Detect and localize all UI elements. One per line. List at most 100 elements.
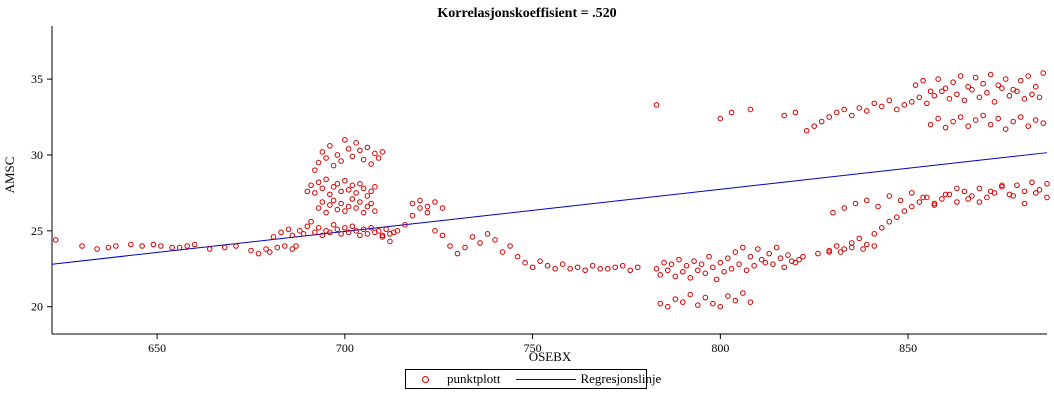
data-point bbox=[777, 255, 784, 261]
data-point bbox=[833, 243, 840, 249]
data-point bbox=[334, 206, 341, 213]
y-tick-label: 30 bbox=[31, 148, 43, 162]
data-point bbox=[878, 103, 885, 110]
data-point bbox=[886, 218, 893, 225]
data-point bbox=[683, 262, 690, 269]
data-point bbox=[841, 246, 848, 252]
data-point bbox=[184, 243, 190, 249]
data-point bbox=[841, 205, 848, 211]
data-point bbox=[319, 199, 326, 205]
data-point bbox=[342, 208, 348, 214]
data-point bbox=[924, 100, 930, 107]
legend-label-line: Regresjonslinje bbox=[580, 371, 662, 386]
data-point bbox=[942, 124, 949, 131]
data-point bbox=[342, 224, 348, 231]
data-point bbox=[924, 194, 930, 201]
data-point bbox=[589, 262, 596, 269]
data-point bbox=[1025, 73, 1032, 79]
data-point bbox=[274, 244, 281, 251]
data-point bbox=[312, 167, 318, 173]
data-point bbox=[672, 273, 679, 280]
data-point bbox=[507, 243, 513, 249]
data-point bbox=[567, 265, 573, 272]
data-point bbox=[1017, 77, 1024, 84]
data-point bbox=[330, 197, 337, 204]
data-point bbox=[792, 259, 799, 266]
data-point bbox=[364, 203, 371, 210]
data-point bbox=[349, 223, 356, 230]
data-point bbox=[315, 205, 322, 211]
data-point bbox=[1032, 83, 1039, 90]
data-point bbox=[330, 162, 337, 169]
data-point bbox=[800, 253, 806, 260]
data-point bbox=[1029, 179, 1035, 186]
data-point bbox=[653, 102, 660, 108]
data-point bbox=[815, 250, 821, 257]
data-point bbox=[424, 203, 431, 210]
data-point bbox=[965, 196, 971, 202]
data-point bbox=[79, 243, 85, 249]
data-point bbox=[717, 259, 724, 266]
data-point bbox=[732, 297, 739, 304]
data-point bbox=[980, 112, 986, 119]
data-point bbox=[1010, 193, 1017, 199]
data-point bbox=[158, 243, 164, 249]
data-point bbox=[522, 259, 528, 266]
data-point bbox=[679, 299, 686, 305]
regression-line-group bbox=[51, 152, 1048, 265]
legend-marker-icon bbox=[422, 375, 429, 383]
data-point bbox=[345, 203, 352, 210]
data-point bbox=[972, 74, 979, 81]
data-point bbox=[927, 88, 934, 95]
data-point bbox=[878, 224, 885, 231]
data-point bbox=[856, 235, 863, 242]
data-point bbox=[1036, 94, 1043, 101]
data-point bbox=[387, 238, 393, 245]
y-tick-label: 35 bbox=[31, 72, 43, 86]
data-point bbox=[323, 176, 329, 183]
data-point bbox=[574, 264, 581, 271]
data-point bbox=[338, 158, 344, 164]
data-point bbox=[931, 202, 938, 208]
data-point bbox=[848, 112, 855, 119]
data-point bbox=[698, 261, 705, 268]
data-point bbox=[657, 272, 664, 278]
data-point bbox=[357, 199, 363, 205]
data-point bbox=[338, 200, 344, 207]
legend-line-icon bbox=[516, 378, 577, 380]
data-point bbox=[357, 232, 363, 239]
data-point bbox=[368, 200, 374, 207]
data-point bbox=[743, 267, 750, 274]
x-tick-label: 700 bbox=[336, 341, 354, 355]
data-point bbox=[969, 193, 975, 199]
data-point bbox=[281, 243, 288, 249]
data-point bbox=[976, 199, 983, 205]
data-point bbox=[315, 159, 322, 166]
data-point bbox=[976, 185, 983, 192]
data-point bbox=[954, 185, 960, 192]
data-point bbox=[863, 108, 870, 114]
data-point bbox=[334, 152, 341, 158]
data-point bbox=[740, 244, 746, 251]
data-point bbox=[987, 71, 994, 78]
data-point bbox=[871, 243, 878, 249]
data-point bbox=[901, 102, 908, 108]
data-point bbox=[894, 106, 900, 113]
data-point bbox=[826, 247, 833, 254]
data-point bbox=[191, 241, 198, 248]
data-point bbox=[687, 275, 694, 281]
data-point bbox=[664, 267, 671, 274]
data-point bbox=[942, 191, 949, 198]
data-point bbox=[285, 226, 292, 233]
data-point bbox=[330, 221, 337, 228]
data-point bbox=[364, 193, 371, 199]
data-point bbox=[319, 232, 326, 239]
data-point bbox=[931, 92, 938, 99]
data-point bbox=[792, 109, 799, 116]
data-point bbox=[323, 155, 329, 161]
data-point bbox=[315, 224, 322, 231]
data-point bbox=[1032, 117, 1039, 123]
data-point bbox=[582, 267, 588, 274]
data-point bbox=[327, 229, 333, 236]
legend-entry-line: Regresjonslinje bbox=[500, 371, 661, 387]
